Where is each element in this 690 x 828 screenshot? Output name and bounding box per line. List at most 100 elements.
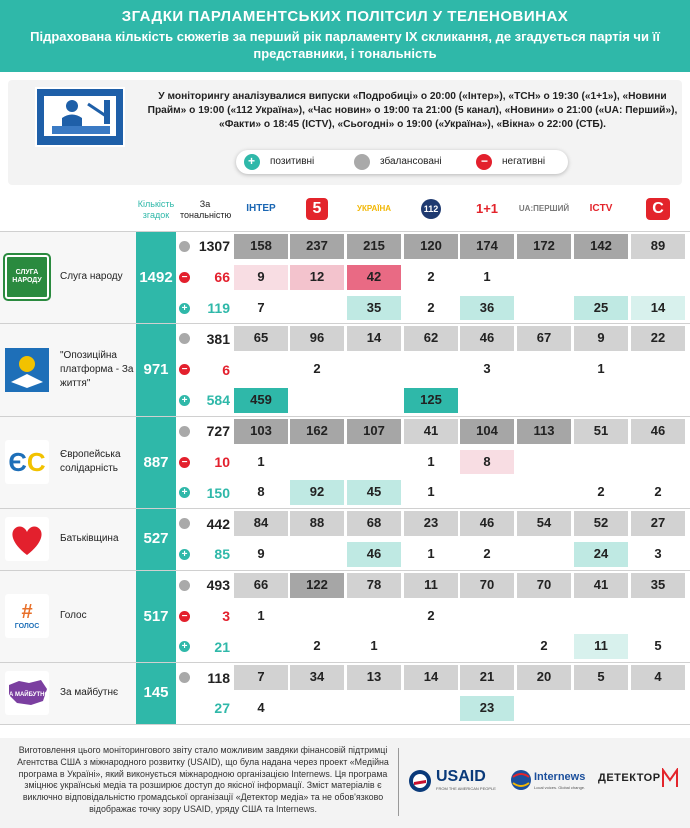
legend-positive: позитивні	[270, 156, 315, 167]
party-total: 527	[136, 509, 176, 570]
table-cell: 88	[290, 511, 344, 536]
table-cell: 41	[404, 418, 458, 444]
table-cell: 2	[631, 480, 685, 506]
table-cell: 107	[347, 418, 401, 444]
channel-logo-4: 1+1	[475, 201, 499, 216]
channel-logo-1: 5	[306, 198, 328, 220]
channel-logo-2: УКРАЇНА	[356, 204, 392, 213]
tone-sum: 6	[222, 361, 230, 378]
channel-logo-0: ІНТЕР	[246, 203, 276, 214]
table-cell: 2	[290, 634, 344, 660]
negative-tone-icon: −	[179, 610, 190, 622]
table-cell: 12	[290, 264, 344, 290]
table-cell: 14	[347, 326, 401, 352]
party-separator	[0, 723, 690, 725]
table-cell: 14	[404, 665, 458, 690]
page-title: ЗГАДКИ ПАРЛАМЕНТСЬКИХ ПОЛІТСИЛ У ТЕЛЕНОВ…	[121, 8, 569, 25]
usaid-logo: USAID FROM THE AMERICAN PEOPLE	[408, 766, 498, 796]
internews-logo: Internews Local voices. Global change.	[510, 766, 590, 796]
table-cell: 42	[347, 264, 401, 290]
channel-logo-6: ICTV	[589, 203, 613, 214]
table-cell: 2	[290, 357, 344, 382]
usaid-tagline: FROM THE AMERICAN PEOPLE	[436, 786, 496, 791]
table-cell: 23	[404, 511, 458, 536]
table-cell: 2	[460, 542, 514, 567]
detector-label: ДЕТЕКТОР	[598, 772, 661, 784]
table-cell: 20	[517, 665, 571, 690]
table-cell: 54	[517, 511, 571, 536]
table-cell: 41	[574, 572, 628, 598]
table-cell: 8	[460, 449, 514, 475]
table-cell: 2	[574, 480, 628, 506]
table-cell: 5	[631, 634, 685, 660]
table-cell: 3	[460, 357, 514, 382]
table-cell: 36	[460, 295, 514, 321]
positive-legend-icon	[244, 154, 260, 170]
table-cell: 65	[234, 326, 288, 352]
plus-icon: +	[248, 154, 256, 168]
table-cell: 70	[517, 572, 571, 598]
tone-sum: 727	[206, 423, 230, 440]
legend: + позитивні збалансовані − негативні	[236, 150, 568, 174]
table-cell: 9	[234, 264, 288, 290]
table-cell: 8	[234, 480, 288, 506]
table-cell: 89	[631, 234, 685, 259]
party-logo: # ГОЛОС	[5, 594, 49, 638]
tone-sum: 3	[222, 608, 230, 624]
table-cell: 7	[234, 665, 288, 690]
table-cell: 66	[234, 572, 288, 598]
party-name: "Опозиційна платформа - За життя"	[60, 349, 134, 389]
tone-sum: 27	[214, 700, 230, 717]
table-cell: 46	[460, 326, 514, 352]
table-cell: 237	[290, 234, 344, 259]
party-logo: ЗА МАЙБУТНЄ	[5, 671, 49, 715]
table-cell: 14	[631, 295, 685, 321]
table-cell: 11	[404, 572, 458, 598]
table-cell: 22	[631, 326, 685, 352]
tone-sum: 150	[206, 484, 230, 501]
positive-tone-icon: +	[179, 487, 190, 499]
tone-sum: 493	[206, 577, 230, 594]
tone-sum: 85	[214, 546, 230, 563]
table-cell: 120	[404, 234, 458, 259]
party-total: 1492	[136, 232, 176, 324]
tone-sum: 1307	[198, 238, 230, 255]
channel-logo-5: UA:ПЕРШИЙ	[518, 204, 570, 213]
table-cell: 4	[631, 665, 685, 690]
table-cell: 9	[234, 542, 288, 567]
header: ЗГАДКИ ПАРЛАМЕНТСЬКИХ ПОЛІТСИЛ У ТЕЛЕНОВ…	[0, 0, 690, 72]
tone-sum: 10	[214, 454, 230, 470]
table-cell: 23	[460, 696, 514, 721]
table-cell: 1	[460, 264, 514, 290]
table-cell: 68	[347, 511, 401, 536]
table-cell: 7	[234, 295, 288, 321]
table-cell: 13	[347, 665, 401, 690]
table-cell: 46	[631, 418, 685, 444]
table-cell: 1	[404, 480, 458, 506]
table-cell: 35	[631, 572, 685, 598]
table-cell: 67	[517, 326, 571, 352]
table-cell: 142	[574, 234, 628, 259]
table-cell: 113	[517, 418, 571, 444]
table-cell: 4	[234, 696, 288, 721]
tone-sum: 119	[207, 300, 230, 316]
party-total: 517	[136, 570, 176, 663]
table-cell: 11	[574, 634, 628, 660]
party-name: За майбутнє	[60, 687, 119, 698]
party-name: Слуга народу	[60, 271, 123, 283]
table-cell: 1	[404, 542, 458, 567]
legend-negative: негативні	[502, 156, 546, 167]
party-total: 971	[136, 324, 176, 416]
balanced-tone-icon	[179, 518, 190, 530]
table-cell: 2	[404, 295, 458, 321]
party-total: 145	[136, 663, 176, 724]
party-logo: СЛУГА НАРОДУ	[3, 253, 51, 302]
table-cell: 1	[234, 603, 288, 629]
table-cell: 21	[460, 665, 514, 690]
internews-globe-icon	[511, 770, 531, 790]
table-cell: 92	[290, 480, 344, 506]
balanced-tone-icon	[179, 240, 190, 252]
page-subtitle: Підрахована кількість сюжетів за перший …	[30, 29, 660, 61]
table-cell: 2	[517, 634, 571, 660]
table-cell: 62	[404, 326, 458, 352]
